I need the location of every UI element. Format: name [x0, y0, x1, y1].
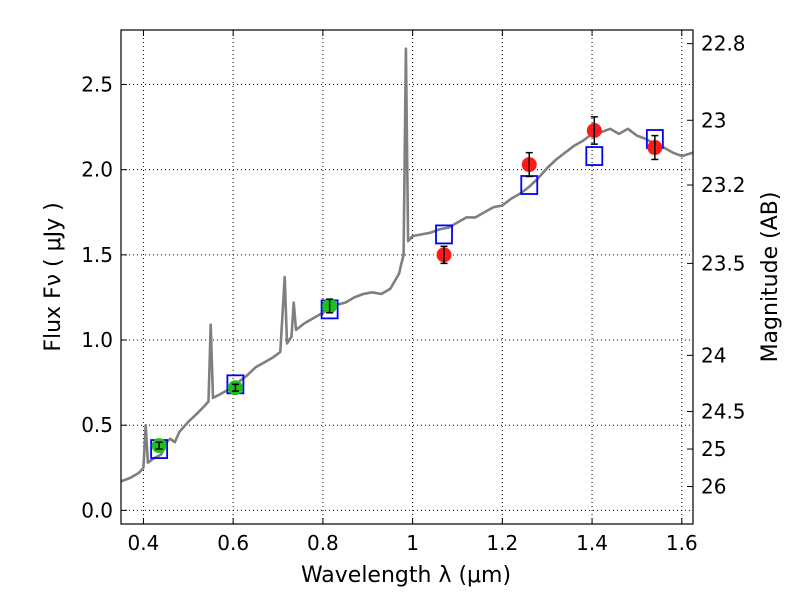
spectrum-layer — [121, 47, 693, 483]
grid-layer — [121, 30, 693, 524]
y2-tick-label: 23.5 — [701, 251, 746, 275]
x-tick-label: 0.6 — [217, 531, 249, 555]
marker-layer — [150, 116, 664, 459]
y2-tick-label: 22.8 — [701, 32, 746, 56]
y2-tick-label: 24.5 — [701, 400, 746, 424]
model-square-marker — [435, 224, 453, 245]
y-tick-label: 2.5 — [81, 73, 113, 97]
plot-frame — [120, 29, 694, 525]
y-tick-label: 1.5 — [81, 243, 113, 267]
y-tick-label: 0.5 — [81, 413, 113, 437]
x-axis-label: Wavelength λ (μm) — [301, 563, 511, 588]
y-tick-label: 1.0 — [81, 328, 113, 352]
y2-tick-label: 24 — [701, 343, 726, 367]
x-tick-label: 1 — [406, 531, 419, 555]
spectrum-line — [121, 47, 693, 483]
y-axis-label: Flux Fν ( μJy ) — [41, 202, 66, 351]
model-square-marker — [585, 146, 604, 166]
y-tick-label: 0.0 — [81, 498, 113, 522]
x-tick-label: 0.4 — [128, 531, 160, 555]
x-tick-label: 1.4 — [576, 531, 608, 555]
x-tick-label: 1.2 — [486, 531, 518, 555]
y2-tick-label: 26 — [701, 475, 726, 499]
y2-tick-label: 25 — [701, 437, 726, 461]
y2-tick-label: 23.2 — [701, 173, 746, 197]
x-tick-label: 0.8 — [307, 531, 339, 555]
y2-tick-label: 23 — [701, 108, 726, 132]
x-tick-label: 1.6 — [666, 531, 698, 555]
y-tick-label: 2.0 — [81, 158, 113, 182]
y2-axis-label: Magnitude (AB) — [758, 192, 783, 363]
axis-layer: 0.4 0.6 0.8 1 1.2 1.4 1.6 0.0 0.5 1.0 1.5 2.0 2.5 22.… — [81, 29, 746, 555]
